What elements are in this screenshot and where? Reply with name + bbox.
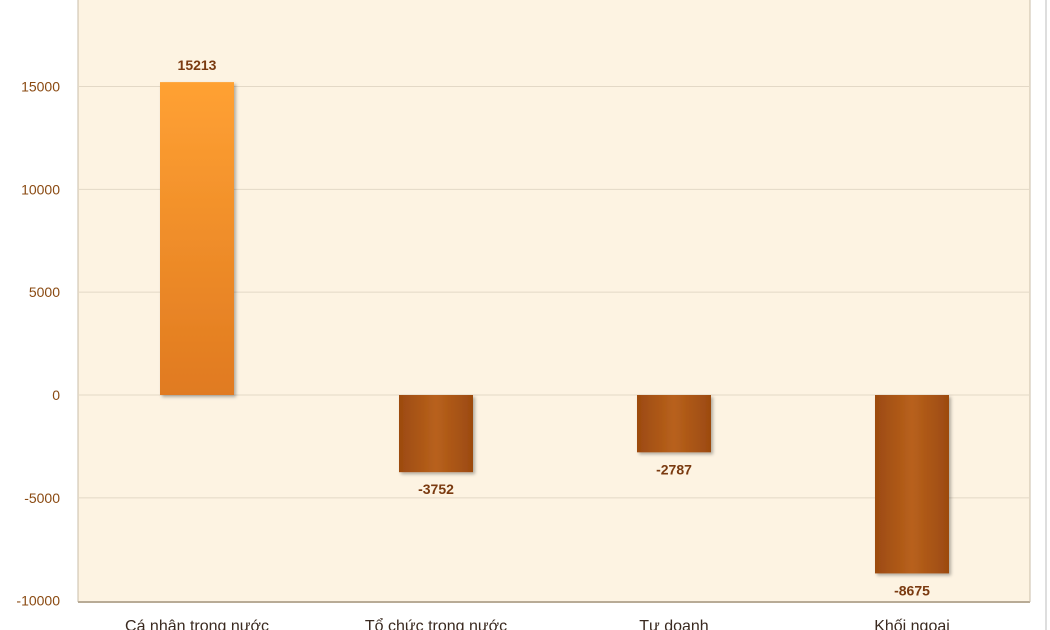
category-label: Khối ngoại: [874, 618, 950, 630]
bar: [160, 82, 234, 395]
y-axis-tick-labels: 15000 10000 5000 0 -5000 -10000: [16, 78, 60, 608]
y-tick-label: 15000: [21, 78, 60, 94]
category-label: Tự doanh: [639, 618, 708, 630]
data-label: 15213: [178, 57, 217, 73]
bar: [399, 395, 473, 473]
data-label: -3752: [418, 481, 454, 497]
data-label: -2787: [656, 461, 692, 477]
data-label: -8675: [894, 582, 930, 598]
bar: [875, 395, 949, 574]
y-tick-label: 5000: [29, 284, 60, 300]
y-tick-label: 10000: [21, 181, 60, 197]
bar: [637, 395, 711, 453]
y-tick-label: -10000: [16, 593, 60, 609]
plot-area: [78, 0, 1030, 602]
gridlines: [78, 85, 1030, 499]
category-labels: Cá nhân trong nước Tổ chức trong nước Tự d…: [125, 617, 950, 630]
category-label: Tổ chức trong nước: [365, 617, 507, 630]
y-tick-label: -5000: [24, 490, 60, 506]
bars: [160, 82, 949, 574]
data-labels: 15213 -3752 -2787 -8675: [178, 57, 931, 598]
y-tick-label: 0: [52, 387, 60, 403]
category-label: Cá nhân trong nước: [125, 618, 269, 630]
